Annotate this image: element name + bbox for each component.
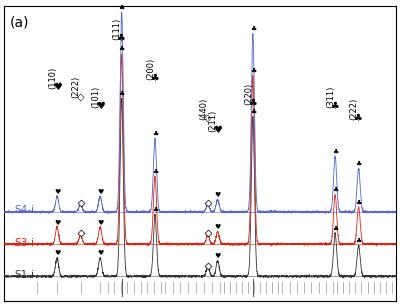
Text: (440): (440) <box>199 98 208 120</box>
Text: S3-i: S3-i <box>14 238 34 248</box>
Text: ♣: ♣ <box>356 238 362 244</box>
Text: ♣: ♣ <box>248 98 257 108</box>
Text: ♣: ♣ <box>152 169 158 175</box>
Text: ♣: ♣ <box>250 27 256 33</box>
Text: (311): (311) <box>326 85 335 108</box>
Text: (211): (211) <box>209 110 218 132</box>
Text: S1-i: S1-i <box>14 270 34 280</box>
Text: ♣: ♣ <box>150 73 159 83</box>
Text: ◇: ◇ <box>204 113 212 123</box>
Text: S4-i: S4-i <box>14 205 34 215</box>
Text: ♣: ♣ <box>152 131 158 137</box>
Text: ♣: ♣ <box>118 91 125 97</box>
Text: (222): (222) <box>72 76 80 99</box>
Text: ♣: ♣ <box>250 109 256 115</box>
Text: ♥: ♥ <box>213 125 222 135</box>
Text: ♥: ♥ <box>97 189 103 195</box>
Text: ♣: ♣ <box>354 113 363 123</box>
Text: ♥: ♥ <box>214 224 221 230</box>
Text: ♥: ♥ <box>214 253 221 260</box>
Text: (111): (111) <box>113 18 122 40</box>
Text: ♣: ♣ <box>332 149 338 155</box>
Text: ♣: ♣ <box>152 207 158 213</box>
Text: ♣: ♣ <box>356 200 362 206</box>
Text: (222): (222) <box>350 98 359 120</box>
Text: ♣: ♣ <box>356 161 362 167</box>
Text: ♥: ♥ <box>97 250 103 257</box>
Text: ♥: ♥ <box>97 220 103 226</box>
Text: ♣: ♣ <box>332 188 338 194</box>
Text: ♣: ♣ <box>117 33 126 43</box>
Text: (101): (101) <box>91 85 100 108</box>
Text: ♥: ♥ <box>54 220 60 226</box>
Text: (110): (110) <box>48 67 57 89</box>
Text: ♣: ♣ <box>118 5 125 11</box>
Text: ♥: ♥ <box>53 82 62 92</box>
Text: ♣: ♣ <box>331 101 340 111</box>
Text: ♣: ♣ <box>118 46 125 52</box>
Text: ◇: ◇ <box>77 92 84 102</box>
Text: ♣: ♣ <box>250 68 256 74</box>
Text: ♥: ♥ <box>54 189 60 195</box>
Text: ♥: ♥ <box>96 101 104 111</box>
Text: (a): (a) <box>10 15 30 29</box>
Text: (220): (220) <box>244 82 253 105</box>
Text: ♥: ♥ <box>214 192 221 198</box>
Text: ♥: ♥ <box>54 250 60 257</box>
Text: ♣: ♣ <box>332 226 338 232</box>
Text: (200): (200) <box>146 58 155 80</box>
